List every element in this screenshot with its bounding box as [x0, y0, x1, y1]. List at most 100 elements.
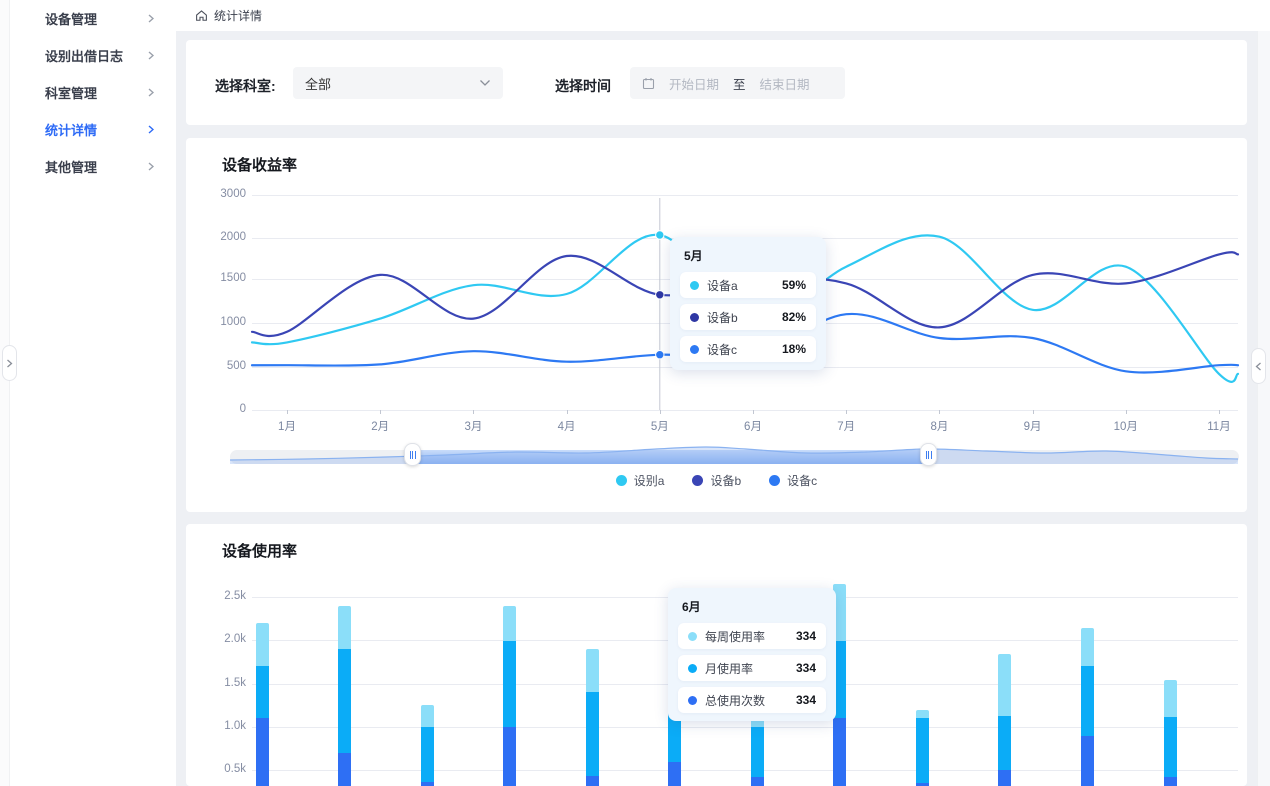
slider-handle-right[interactable] [920, 443, 937, 466]
bar-segment-total [420, 782, 434, 786]
series-dot [688, 695, 697, 705]
chevron-right-icon [7, 359, 13, 367]
pointer-dot [655, 230, 665, 240]
tooltip-value: 18% [781, 342, 806, 356]
bar-5月[interactable] [585, 649, 599, 786]
bar-segment-total [915, 783, 929, 786]
chevron-right-icon [148, 14, 154, 23]
date-range-picker[interactable]: 开始日期 至 结束日期 [630, 67, 845, 99]
legend-dot [692, 475, 704, 486]
sidebar-item-device-management[interactable]: 设备管理 [10, 0, 176, 37]
bar-segment-weekly [1081, 627, 1094, 667]
bar-8月[interactable] [833, 584, 847, 786]
slider-mini-line [229, 446, 1239, 461]
bar-9月[interactable] [915, 709, 929, 786]
bar-11月[interactable] [1081, 627, 1094, 786]
sidebar-item-department-management[interactable]: 科室管理 [10, 74, 176, 111]
chevron-right-icon [148, 162, 154, 171]
bar-12月[interactable] [1163, 679, 1177, 786]
sidebar-item-other-management[interactable]: 其他管理 [10, 148, 176, 185]
tooltip-title: 5月 [684, 249, 703, 263]
start-date-input[interactable]: 开始日期 [669, 77, 720, 92]
bar-segment-total [833, 718, 847, 786]
bar-segment-monthly [833, 640, 847, 719]
y-axis-label: 0.5k [224, 763, 246, 775]
sidebar-item-label: 科室管理 [45, 86, 98, 101]
bar-segment-monthly [1163, 716, 1177, 778]
bar-segment-monthly [503, 640, 517, 727]
tooltip-value: 334 [795, 629, 816, 643]
tooltip-series-name: 设备a [707, 278, 738, 293]
x-axis-tick [939, 410, 941, 414]
chevron-down-icon [480, 80, 490, 86]
tooltip-value: 59% [781, 278, 806, 292]
legend-dot [769, 475, 781, 486]
x-axis-label: 5月 [650, 421, 669, 433]
sidebar-expand-button[interactable] [2, 345, 17, 381]
breadcrumb: 统计详情 [176, 0, 1270, 31]
tooltip-row: 总使用次数 334 [678, 687, 826, 713]
tooltip-series-name: 总使用次数 [705, 693, 766, 708]
series-dot [690, 312, 699, 322]
grid-line [252, 410, 1238, 411]
legend-item[interactable]: 设别a [615, 472, 664, 489]
tooltip-row: 设备a 59% [680, 272, 816, 298]
sidebar: 设备管理 设别出借日志 科室管理 统计详情 其他管理 [10, 0, 176, 786]
bar-segment-total [668, 761, 682, 786]
sidebar-item-label: 统计详情 [45, 123, 98, 138]
panel-collapse-button[interactable] [1251, 348, 1266, 384]
x-axis-label: 7月 [837, 421, 856, 433]
legend-item[interactable]: 设备c [769, 472, 817, 489]
department-select[interactable]: 全部 [293, 67, 503, 99]
tooltip-value: 82% [781, 310, 806, 324]
x-axis-tick [753, 410, 754, 414]
slider-handle-left[interactable] [404, 443, 421, 466]
sidebar-item-lending-log[interactable]: 设别出借日志 [10, 37, 176, 74]
grid-line [252, 727, 1238, 728]
breadcrumb-label[interactable]: 统计详情 [214, 9, 263, 23]
legend-item[interactable]: 设备b [692, 472, 741, 489]
bar-7月[interactable] [750, 714, 764, 786]
bar-segment-total [998, 770, 1012, 786]
bar-segment-monthly [1081, 666, 1094, 736]
legend-dot [615, 475, 627, 486]
bar-segment-monthly [998, 715, 1012, 771]
line-chart[interactable] [186, 138, 1247, 512]
x-axis-label: 10月 [1113, 421, 1138, 433]
x-axis-label: 9月 [1023, 421, 1042, 433]
chevron-left-icon [1255, 362, 1261, 370]
tooltip-row: 月使用率 334 [678, 655, 826, 681]
tooltip-row: 每周使用率 334 [678, 623, 826, 649]
bar-4月[interactable] [503, 606, 517, 786]
tooltip-series-name: 每周使用率 [705, 629, 766, 644]
y-axis-label: 1500 [220, 272, 246, 284]
tooltip-row: 设备c 18% [680, 336, 816, 362]
grid-line [252, 770, 1238, 771]
bar-1月[interactable] [255, 623, 269, 786]
series-dot [690, 344, 699, 354]
chevron-right-icon [148, 51, 154, 60]
home-icon [196, 10, 207, 21]
bar-segment-monthly [585, 692, 599, 777]
bar-segment-weekly [255, 623, 269, 667]
chart-title: 设备收益率 [222, 157, 298, 174]
x-axis-tick [659, 410, 661, 414]
x-axis-tick [287, 410, 288, 414]
bar-segment-weekly [503, 606, 517, 641]
end-date-input[interactable]: 结束日期 [759, 77, 810, 92]
chevron-right-icon [148, 88, 154, 97]
tooltip-series-name: 月使用率 [705, 661, 754, 676]
bar-10月[interactable] [998, 653, 1012, 786]
bar-3月[interactable] [420, 705, 434, 786]
bar-segment-monthly [420, 726, 434, 783]
grid-line [252, 195, 1238, 196]
chevron-right-icon [148, 125, 154, 134]
x-axis-tick [566, 410, 568, 414]
sidebar-item-statistics[interactable]: 统计详情 [10, 111, 176, 148]
chart-title: 设备使用率 [222, 543, 298, 560]
bar-2月[interactable] [338, 606, 352, 786]
x-axis-label: 6月 [744, 421, 762, 433]
y-axis-label: 2000 [220, 231, 246, 243]
bar-segment-weekly [833, 584, 847, 641]
slider-selected-range[interactable] [412, 450, 928, 464]
